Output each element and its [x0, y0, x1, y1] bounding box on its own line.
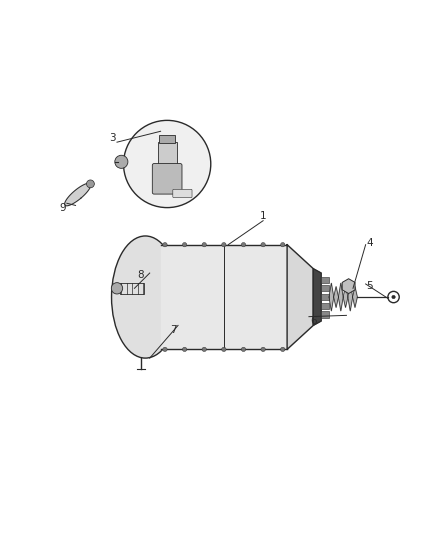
Polygon shape [333, 287, 338, 308]
Bar [321, 303, 328, 309]
Text: 8: 8 [138, 270, 144, 280]
Circle shape [260, 347, 265, 352]
Text: 3: 3 [109, 133, 116, 143]
Polygon shape [347, 283, 352, 311]
FancyBboxPatch shape [152, 164, 182, 194]
Circle shape [221, 243, 226, 247]
Text: 5: 5 [366, 281, 372, 291]
Polygon shape [160, 245, 286, 350]
Bar [321, 294, 328, 300]
Circle shape [280, 243, 284, 247]
Bar [321, 311, 328, 318]
Polygon shape [286, 245, 313, 350]
Circle shape [182, 243, 186, 247]
Text: 4: 4 [366, 238, 372, 247]
Polygon shape [328, 283, 333, 311]
Circle shape [280, 347, 284, 352]
Bar [120, 283, 143, 294]
Text: 1: 1 [259, 211, 266, 221]
Polygon shape [352, 287, 357, 308]
Bar [321, 285, 328, 292]
Circle shape [241, 347, 245, 352]
Polygon shape [338, 283, 343, 311]
Bar [321, 277, 328, 282]
Polygon shape [313, 269, 321, 325]
Circle shape [201, 347, 206, 352]
Bar [159, 135, 175, 143]
Circle shape [86, 180, 94, 188]
Bar [157, 142, 177, 166]
Circle shape [123, 120, 210, 208]
FancyBboxPatch shape [173, 189, 191, 198]
Circle shape [221, 347, 226, 352]
Text: 7: 7 [170, 325, 177, 335]
Circle shape [162, 243, 167, 247]
Circle shape [391, 295, 394, 299]
Circle shape [162, 347, 167, 352]
Ellipse shape [111, 236, 179, 358]
Circle shape [111, 282, 122, 294]
Circle shape [115, 155, 127, 168]
Polygon shape [64, 183, 91, 206]
Circle shape [260, 243, 265, 247]
Text: 9: 9 [59, 203, 66, 213]
Polygon shape [343, 287, 347, 308]
Text: 6: 6 [309, 316, 316, 326]
Circle shape [182, 347, 186, 352]
Circle shape [201, 243, 206, 247]
Circle shape [241, 243, 245, 247]
